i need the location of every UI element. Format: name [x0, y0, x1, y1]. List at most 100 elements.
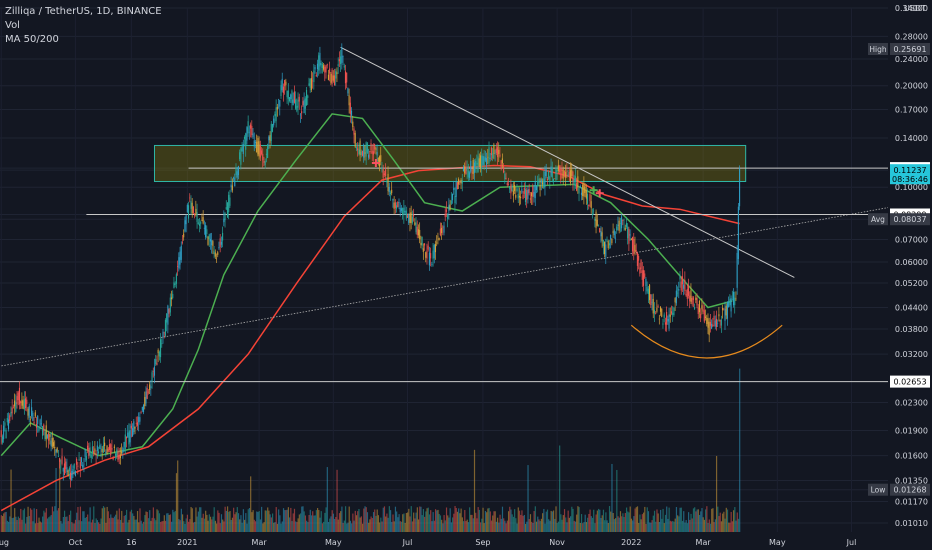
candle-body	[288, 97, 291, 102]
volume-bar	[394, 506, 397, 532]
candle-body	[712, 324, 714, 326]
x-tick-label: May	[325, 538, 342, 547]
volume-bar	[241, 522, 243, 532]
volume-bar	[173, 512, 175, 532]
candle-body	[192, 206, 194, 214]
volume-bar	[342, 522, 344, 532]
candle-body	[678, 288, 680, 291]
candle-body	[203, 227, 205, 229]
candle-body	[377, 157, 379, 162]
candle-body	[147, 391, 149, 393]
candle-body	[133, 421, 135, 433]
legend-volume[interactable]: Vol	[5, 20, 20, 31]
volume-bar	[621, 516, 623, 532]
candle-body	[230, 184, 232, 188]
candle-body	[687, 285, 690, 296]
candle-body	[338, 59, 340, 62]
candle-body	[505, 177, 507, 180]
candle-body	[551, 167, 553, 178]
volume-bar	[353, 520, 355, 532]
volume-bar	[635, 507, 637, 532]
volume-bar	[77, 506, 79, 532]
volume-bar	[596, 510, 598, 532]
volume-bar	[4, 512, 6, 532]
volume-bar	[118, 508, 120, 532]
volume-bar	[299, 513, 302, 532]
candle-body	[179, 251, 181, 265]
candle-body	[725, 305, 727, 316]
volume-bar	[512, 516, 515, 532]
candle-body	[344, 71, 347, 84]
candle-body	[524, 188, 527, 203]
candle-body	[538, 178, 540, 184]
candle-body	[172, 293, 174, 299]
candle-layer	[0, 43, 741, 488]
candle-body	[371, 150, 373, 154]
volume-bar	[445, 507, 448, 532]
volume-bar	[426, 508, 428, 532]
volume-bar	[330, 516, 332, 532]
volume-bar	[18, 518, 21, 532]
candle-body	[346, 72, 348, 83]
candle-body	[108, 444, 111, 450]
x-tick-label: Mar	[696, 538, 712, 547]
candle-body	[248, 131, 250, 133]
volume-bar	[63, 510, 66, 532]
candle-body	[100, 448, 102, 449]
legend-symbol[interactable]: Zilliqa / TetherUS, 1D, BINANCE	[5, 6, 162, 17]
volume-bar	[680, 507, 682, 532]
candle-body	[25, 398, 27, 408]
candle-body	[471, 171, 473, 173]
volume-bar	[475, 512, 477, 532]
volume-bar	[684, 522, 686, 532]
candle-body	[422, 248, 424, 252]
candle-body	[91, 446, 93, 452]
volume-bar	[590, 516, 592, 532]
candle-body	[136, 422, 139, 426]
volume-bar	[70, 510, 72, 532]
candle-body	[664, 322, 666, 325]
volume-bar	[594, 523, 596, 532]
volume-bar	[100, 518, 102, 532]
candle-body	[577, 176, 579, 188]
volume-bar	[632, 520, 634, 532]
volume-bar	[686, 523, 688, 532]
candle-body	[636, 252, 638, 266]
candle-body	[57, 456, 59, 457]
volume-bar	[257, 511, 259, 532]
price-label: 0.02653	[893, 378, 926, 387]
volume-bar	[269, 514, 271, 532]
volume-bar	[359, 517, 361, 532]
candle-body	[292, 99, 294, 106]
price-label: 0.08037	[893, 215, 926, 224]
volume-bar	[550, 510, 552, 532]
candle-body	[341, 47, 343, 63]
candle-body	[454, 195, 456, 204]
legend-ma[interactable]: MA 50/200	[5, 34, 59, 45]
candle-body	[582, 184, 584, 197]
volume-bar	[476, 518, 478, 532]
candle-body	[42, 425, 44, 436]
x-tick-label: 2022	[621, 538, 641, 547]
volume-bar	[379, 522, 381, 532]
candle-body	[661, 308, 663, 317]
volume-bar	[144, 515, 146, 532]
volume-bar	[206, 514, 208, 532]
volume-bar	[663, 523, 665, 532]
candle-body	[595, 211, 597, 228]
volume-bar	[653, 510, 656, 532]
candle-body	[145, 391, 147, 404]
candle-body	[506, 182, 508, 186]
volume-bar	[8, 521, 10, 532]
candle-body	[639, 267, 641, 274]
candle-body	[520, 196, 522, 199]
volume-bar	[655, 521, 657, 532]
volume-bar	[387, 517, 389, 532]
volume-bar	[191, 508, 193, 532]
volume-bar	[192, 522, 195, 532]
volume-bar	[242, 509, 244, 532]
candle-body	[736, 252, 738, 288]
volume-bar	[612, 512, 614, 532]
volume-bar	[515, 518, 517, 532]
volume-bar	[712, 508, 714, 532]
